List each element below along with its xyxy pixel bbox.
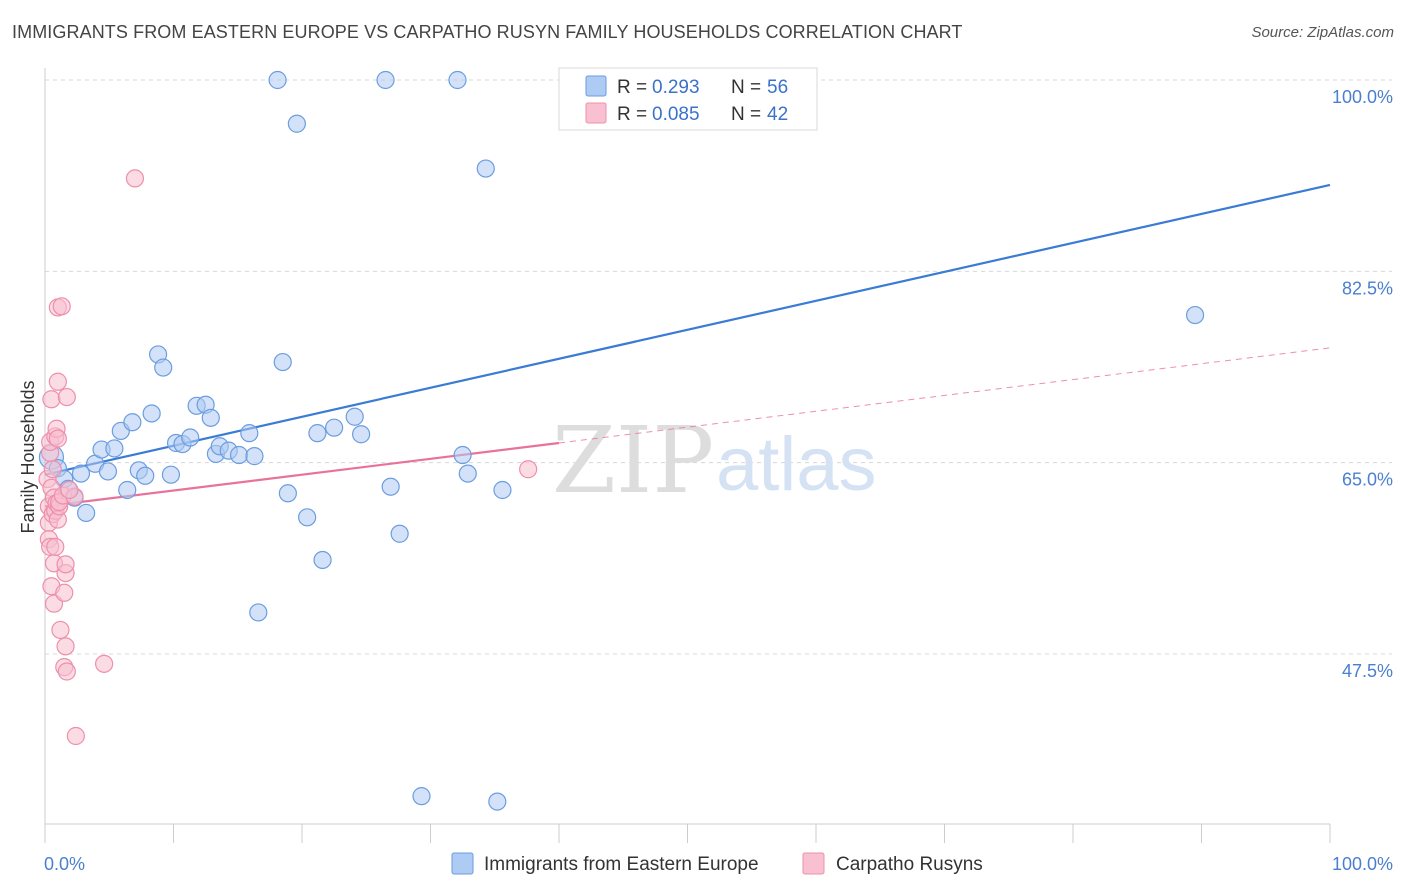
trend-line-carpatho-rusyns-dashed [558, 347, 1331, 444]
point-eastern-europe [476, 159, 495, 178]
point-eastern-europe [458, 464, 477, 483]
watermark: ZIP atlas [552, 407, 877, 514]
legend-n-value-blue: 56 [767, 77, 788, 98]
point-carpatho-rusyns [56, 555, 75, 574]
point-carpatho-rusyns [42, 390, 61, 409]
point-eastern-europe [77, 503, 96, 523]
legend-n-label-pink: N = [731, 104, 761, 125]
legend-r-value-blue: 0.293 [652, 77, 700, 98]
point-carpatho-rusyns [52, 297, 71, 316]
legend-r-label-pink: R = [617, 104, 647, 125]
point-eastern-europe [345, 407, 364, 426]
legend-swatch-blue [585, 75, 607, 97]
grid-layer [45, 79, 1392, 655]
legend-n-value-pink: 42 [767, 104, 788, 125]
point-eastern-europe [390, 524, 409, 543]
point-eastern-europe [352, 425, 371, 444]
point-eastern-europe [71, 464, 91, 483]
bottom-legend-swatch-pink [802, 852, 825, 875]
point-eastern-europe [273, 352, 292, 372]
legend-r-value-pink: 0.085 [652, 104, 700, 125]
point-eastern-europe [381, 477, 400, 496]
point-eastern-europe [448, 70, 467, 90]
point-carpatho-rusyns [43, 460, 62, 479]
point-carpatho-rusyns [95, 654, 114, 673]
point-eastern-europe [1185, 305, 1205, 325]
point-eastern-europe [278, 484, 297, 503]
point-eastern-europe [268, 70, 287, 90]
source-label: Source: ZipAtlas.com [1251, 24, 1394, 41]
point-carpatho-rusyns [125, 169, 145, 188]
watermark-atlas: atlas [716, 422, 877, 507]
point-eastern-europe [201, 408, 220, 427]
point-carpatho-rusyns [57, 662, 76, 681]
point-eastern-europe [240, 424, 259, 443]
point-carpatho-rusyns [519, 460, 538, 479]
point-eastern-europe [249, 603, 268, 622]
point-eastern-europe [229, 445, 249, 465]
point-carpatho-rusyns [55, 583, 74, 602]
watermark-zip: ZIP [552, 407, 714, 514]
point-eastern-europe [376, 70, 395, 90]
bottom-legend-swatch-blue [451, 852, 474, 875]
point-eastern-europe [313, 550, 332, 570]
point-carpatho-rusyns [48, 429, 67, 448]
point-carpatho-rusyns [51, 620, 70, 640]
point-eastern-europe [453, 445, 472, 465]
point-carpatho-rusyns [66, 726, 85, 746]
y-tick-label: 82.5% [1342, 278, 1393, 298]
bottom-legend: Immigrants from Eastern Europe Carpatho … [451, 852, 983, 875]
y-tick-label: 47.5% [1342, 661, 1393, 681]
tick-label-layer: 100.0% 82.5% 65.0% 47.5% 0.0% 100.0% [44, 87, 1393, 874]
point-carpatho-rusyns [60, 480, 79, 500]
point-eastern-europe [308, 424, 327, 443]
point-carpatho-rusyns [48, 372, 67, 391]
bottom-legend-label-pink: Carpatho Rusyns [836, 854, 983, 875]
point-eastern-europe [412, 787, 431, 806]
point-eastern-europe [136, 466, 155, 485]
point-eastern-europe [245, 447, 264, 466]
x-tick-label: 0.0% [44, 854, 85, 874]
point-eastern-europe [287, 114, 306, 133]
y-tick-label: 100.0% [1332, 87, 1393, 107]
points-layer [38, 70, 1205, 811]
point-eastern-europe [298, 508, 317, 527]
bottom-legend-label-blue: Immigrants from Eastern Europe [484, 854, 759, 875]
point-eastern-europe [118, 480, 137, 500]
point-eastern-europe [493, 480, 512, 500]
point-eastern-europe [123, 413, 142, 432]
legend-n-label-blue: N = [731, 77, 761, 98]
trend-line-eastern-europe [44, 183, 1331, 476]
point-eastern-europe [105, 439, 124, 458]
y-axis-title: Family Households [18, 380, 38, 533]
point-carpatho-rusyns [46, 537, 65, 556]
x-tick-label: 100.0% [1332, 854, 1393, 874]
point-eastern-europe [325, 418, 344, 437]
point-eastern-europe [161, 465, 181, 484]
point-eastern-europe [488, 792, 507, 811]
point-eastern-europe [181, 428, 200, 447]
point-eastern-europe [142, 404, 161, 423]
point-eastern-europe [154, 358, 173, 377]
legend-swatch-pink [585, 102, 607, 124]
point-carpatho-rusyns [56, 637, 75, 656]
point-carpatho-rusyns [57, 387, 76, 407]
top-legend: R = 0.293 N = 56 R = 0.085 N = 42 [558, 67, 818, 131]
legend-r-label-blue: R = [617, 77, 647, 98]
chart-title: IMMIGRANTS FROM EASTERN EUROPE VS CARPAT… [12, 22, 963, 42]
y-tick-label: 65.0% [1342, 470, 1393, 490]
point-eastern-europe [98, 462, 118, 481]
